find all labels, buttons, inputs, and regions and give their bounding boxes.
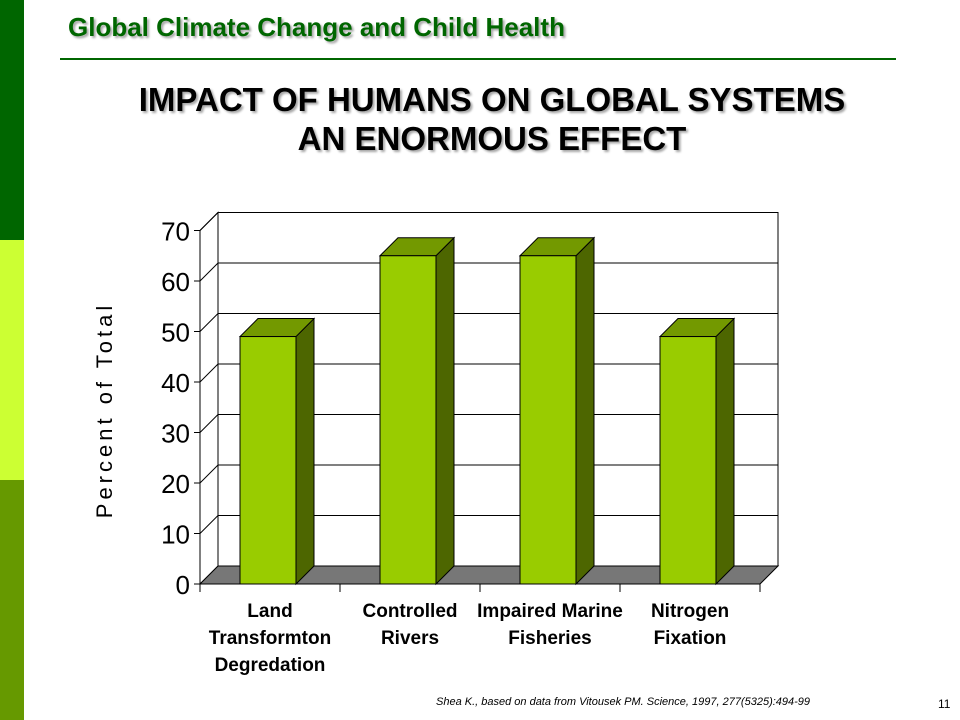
x-category-label: Transformton xyxy=(209,628,331,649)
citation-footnote: Shea K., based on data from Vitousek PM.… xyxy=(436,696,811,708)
y-tick-label: 50 xyxy=(161,318,190,348)
x-category-label: Land xyxy=(247,601,292,622)
bar-side xyxy=(295,317,315,586)
bar-side xyxy=(575,236,595,586)
x-category-label: Nitrogen xyxy=(651,601,729,622)
sidebar-segment-bottom xyxy=(0,480,24,720)
sidebar-accent xyxy=(0,0,24,720)
slide-title-line-1: IMPACT OF HUMANS ON GLOBAL SYSTEMS xyxy=(138,81,846,118)
x-category-label: Fixation xyxy=(654,628,727,649)
chart-gridline-side xyxy=(199,363,219,383)
y-axis-title: Percent of Total xyxy=(92,302,117,518)
slide-title-line-2: AN ENORMOUS EFFECT xyxy=(297,120,687,157)
chart-gridline-side xyxy=(199,262,219,282)
y-tick-label: 70 xyxy=(161,217,190,247)
chart-gridline-side xyxy=(199,414,219,433)
x-category-label: Impaired Marine xyxy=(477,601,623,622)
chart-gridline-side xyxy=(199,212,219,231)
header-title: Global Climate Change and Child Health xyxy=(68,12,565,42)
chart-gridline-side xyxy=(199,313,219,332)
bar-side xyxy=(715,317,735,586)
chart-side-wall xyxy=(199,211,219,586)
y-tick-label: 10 xyxy=(161,520,190,550)
sidebar-segment-top xyxy=(0,0,24,240)
x-category-label: Fisheries xyxy=(508,628,591,649)
x-category-label: Controlled xyxy=(363,601,458,622)
x-category-label: Rivers xyxy=(381,628,439,649)
chart-gridline-side xyxy=(199,464,219,484)
y-tick-label: 60 xyxy=(161,267,190,297)
slide-title: IMPACT OF HUMANS ON GLOBAL SYSTEMS AN EN… xyxy=(24,80,960,158)
header-divider xyxy=(60,58,896,60)
bar xyxy=(659,336,717,585)
sidebar-segment-middle xyxy=(0,240,24,480)
chart-gridline-side xyxy=(199,515,219,534)
bar-side xyxy=(435,236,455,586)
y-tick-label: 30 xyxy=(161,419,190,449)
bar xyxy=(519,255,577,585)
y-tick-label: 0 xyxy=(176,570,190,600)
x-category-label: Degredation xyxy=(215,655,326,676)
bar xyxy=(379,255,437,585)
bar xyxy=(239,336,297,585)
y-tick-label: 20 xyxy=(161,469,190,499)
y-tick-label: 40 xyxy=(161,368,190,398)
page-number: 11 xyxy=(938,697,951,711)
